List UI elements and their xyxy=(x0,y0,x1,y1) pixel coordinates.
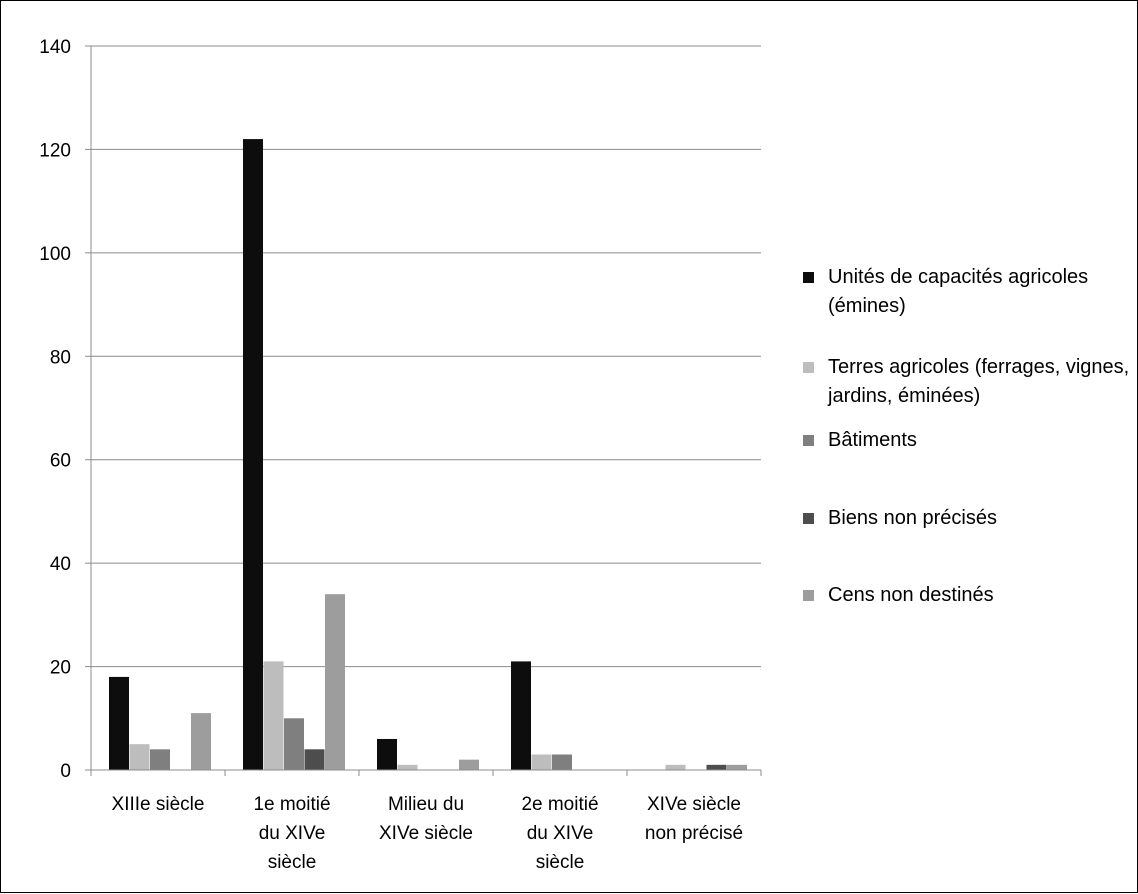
x-category-label-line: XIIIe siècle xyxy=(112,794,205,815)
y-axis-tick-labels: 0 20 40 60 80 100 120 140 xyxy=(39,37,91,782)
legend-label: Cens non destinés xyxy=(828,584,994,606)
x-category-label-line: XIVe siècle xyxy=(647,794,741,815)
x-category-label-line: Milieu du xyxy=(388,794,464,815)
legend-item-5: Cens non destinés xyxy=(801,581,1138,610)
bar-2-3 xyxy=(397,764,418,770)
x-category-label-line: XIVe siècle xyxy=(379,823,473,844)
legend-swatch xyxy=(803,435,814,446)
y-tick-label: 120 xyxy=(39,140,71,161)
bar-1-4 xyxy=(511,661,531,770)
bar-1-1 xyxy=(109,676,129,770)
x-category-label-line: 1e moitié xyxy=(253,794,330,815)
y-tick-label: 40 xyxy=(50,554,71,575)
bar-1-3 xyxy=(377,738,397,770)
x-category-label-line: du XIVe xyxy=(527,823,594,844)
legend-label: Biens non précisés xyxy=(828,507,997,529)
x-category-label-line: siècle xyxy=(268,852,317,873)
bar-2-2 xyxy=(263,661,284,770)
x-category-label-line: 2e moitié xyxy=(521,794,598,815)
bar-5-5 xyxy=(727,764,747,770)
legend-label: Bâtiments xyxy=(828,429,917,451)
legend-label: Unités de capacités agricoles (émines) xyxy=(828,266,1089,317)
axes xyxy=(90,46,762,776)
x-category-label: 1e moitié du XIVe siècle xyxy=(253,794,330,873)
gridlines xyxy=(91,45,761,668)
bar-5-3 xyxy=(459,759,479,770)
x-category-label: XIIIe siècle xyxy=(112,794,205,815)
x-category-label: XIVe siècle non précisé xyxy=(645,794,743,844)
x-category-label: 2e moitié du XIVe siècle xyxy=(521,794,598,873)
bar-5-2 xyxy=(325,594,345,770)
bar-3-4 xyxy=(552,754,572,770)
x-category-label-line: non précisé xyxy=(645,823,743,844)
legend-swatch xyxy=(803,272,814,283)
bar-4-2 xyxy=(304,749,325,770)
legend-swatch xyxy=(803,513,814,524)
legend-swatch xyxy=(803,362,814,373)
bar-4-5 xyxy=(706,764,727,770)
legend-item-1: Unités de capacités agricoles (émines) xyxy=(801,263,1138,321)
bar-1-2 xyxy=(243,139,263,771)
bar-3-2 xyxy=(284,718,304,770)
y-tick-label: 20 xyxy=(50,658,71,679)
x-category-label: Milieu du XIVe siècle xyxy=(379,794,473,844)
bar-2-4 xyxy=(531,754,552,770)
y-tick-label: 140 xyxy=(39,37,71,58)
bar-5-1 xyxy=(191,713,211,770)
y-tick-label: 60 xyxy=(50,451,71,472)
y-tick-label: 80 xyxy=(50,347,71,368)
bars xyxy=(109,139,747,771)
legend-item-2: Terres agricoles (ferrages, vignes, jard… xyxy=(801,353,1138,411)
bar-2-1 xyxy=(129,744,150,770)
legend-swatch xyxy=(803,590,814,601)
legend-item-3: Bâtiments xyxy=(801,426,1138,455)
bar-3-1 xyxy=(150,749,170,770)
bar-2-5 xyxy=(665,764,686,770)
x-axis-category-labels: XIIIe siècle 1e moitié du XIVe siècle Milieu… xyxy=(112,794,744,873)
y-tick-label: 0 xyxy=(60,761,71,782)
y-tick-label: 100 xyxy=(39,244,71,265)
legend-label: Terres agricoles (ferrages, vignes, jard… xyxy=(828,356,1130,407)
x-category-label-line: siècle xyxy=(536,852,585,873)
x-category-label-line: du XIVe xyxy=(259,823,326,844)
legend-item-4: Biens non précisés xyxy=(801,504,1138,533)
